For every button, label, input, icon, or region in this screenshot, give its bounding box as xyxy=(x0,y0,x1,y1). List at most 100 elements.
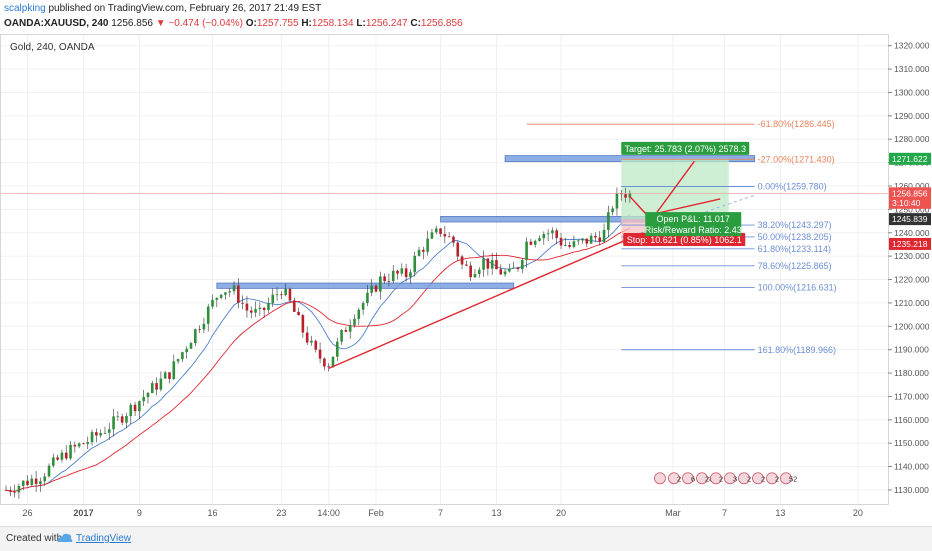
candle-body xyxy=(447,236,451,238)
candle-body xyxy=(60,452,64,460)
candle-body xyxy=(546,233,550,235)
last-price: 1256.856 xyxy=(111,18,153,29)
candle-body xyxy=(611,208,614,213)
fib-level-label: 0.00%(1259.780) xyxy=(758,182,827,192)
candle-body xyxy=(387,281,391,282)
candle-body xyxy=(232,285,236,292)
stop-label: Stop: 10.621 (0.85%) 1062.1 xyxy=(623,232,746,246)
candle-body xyxy=(172,361,176,379)
candle-body xyxy=(624,194,627,198)
candle-body xyxy=(439,228,442,235)
ma-slow-line xyxy=(5,227,631,492)
candle-body xyxy=(551,230,554,234)
economic-event-count: 2 xyxy=(747,474,751,483)
tradingview-cloud-icon xyxy=(57,533,73,542)
fib-level-label: -61.80%(1286.445) xyxy=(758,119,835,129)
close-value: 1256.856 xyxy=(420,18,463,29)
candle-body xyxy=(400,268,404,274)
candle-body xyxy=(194,329,197,344)
candle-body xyxy=(241,302,244,304)
y-tick-label: 1250.000 xyxy=(894,204,930,214)
x-tick-label: 7 xyxy=(722,508,727,518)
economic-event-count: 2 xyxy=(761,474,765,483)
candle-body xyxy=(542,233,546,239)
price-chart[interactable]: 1130.000 1140.000 1150.000 1160.000 1170.000… xyxy=(0,34,932,526)
candle-body xyxy=(116,416,120,418)
candle-body xyxy=(275,294,279,296)
candle-body xyxy=(581,238,584,241)
economic-event-count: 52 xyxy=(789,474,797,483)
target-label-bg xyxy=(621,141,750,155)
candle-body xyxy=(77,443,81,447)
price-axis-badge-text: 1256.856 xyxy=(892,188,928,198)
candle-body xyxy=(69,444,72,459)
candle-body xyxy=(465,264,468,266)
x-tick-label: 13 xyxy=(491,508,501,518)
candle-body xyxy=(310,340,313,343)
economic-event-marker xyxy=(696,472,708,485)
price-axis-badge-text: 1245.839 xyxy=(892,214,928,224)
candle-body xyxy=(297,311,300,316)
price-axis-badge xyxy=(889,237,931,250)
y-tick-label: 1320.000 xyxy=(894,41,930,51)
candle-body xyxy=(409,272,412,278)
candle-body xyxy=(163,372,167,379)
candle-body xyxy=(417,249,421,256)
candle-body xyxy=(490,260,494,269)
tradingview-link[interactable]: TradingView xyxy=(76,533,132,544)
y-tick-label: 1240.000 xyxy=(894,228,930,238)
pnl-text: Open P&L: 11.017 xyxy=(657,214,730,224)
price-axis-badge xyxy=(889,213,931,226)
candle-body xyxy=(224,292,227,295)
candle-body xyxy=(215,297,219,300)
candle-body xyxy=(168,372,171,379)
y-tick-label: 1180.000 xyxy=(894,368,929,378)
candle-body xyxy=(99,432,102,436)
quote-line: OANDA:XAUUSD, 240 1256.856 ▼ −0.474 (−0.… xyxy=(4,18,463,29)
x-tick-label: 20 xyxy=(556,508,566,518)
candle-body xyxy=(589,235,593,244)
y-tick-label: 1260.000 xyxy=(894,181,930,191)
footer-bar: Created with TradingView xyxy=(0,526,932,551)
candle-body xyxy=(331,356,335,368)
candle-body xyxy=(353,318,356,326)
candle-body xyxy=(142,397,145,402)
x-tick-label: 14:00 xyxy=(317,508,340,518)
candle-body xyxy=(628,193,632,198)
candle-body xyxy=(219,294,223,298)
high-value: 1258.134 xyxy=(311,18,354,29)
candle-body xyxy=(56,457,59,460)
candle-body xyxy=(267,302,270,310)
candle-body xyxy=(249,310,253,313)
candle-body xyxy=(396,270,399,274)
candle-body xyxy=(482,258,485,270)
candle-body xyxy=(361,303,365,310)
economic-event-count: 2 xyxy=(719,474,723,483)
candle-body xyxy=(452,236,455,243)
y-tick-label: 1280.000 xyxy=(894,134,930,144)
candle-body xyxy=(82,443,85,445)
price-axis-badge-text: 3:10:40 xyxy=(892,198,921,208)
y-tick-label: 1230.000 xyxy=(894,251,930,261)
candle-body xyxy=(254,309,257,313)
candle-body xyxy=(202,323,206,330)
fib-level-label: 78.60%(1225.865) xyxy=(758,261,832,271)
y-tick-label: 1130.000 xyxy=(894,485,929,495)
x-tick-label: Feb xyxy=(368,508,384,518)
y-tick-label: 1190.000 xyxy=(894,345,929,355)
candle-body xyxy=(525,241,528,261)
candle-body xyxy=(357,309,361,319)
economic-event-marker xyxy=(710,472,722,485)
candle-body xyxy=(559,237,563,246)
low-label: L: xyxy=(356,18,366,29)
open-value: 1257.755 xyxy=(256,18,299,29)
created-with-text: Created with xyxy=(6,533,63,544)
author-link[interactable]: scalpking xyxy=(4,3,46,14)
y-tick-label: 1290.000 xyxy=(894,111,930,121)
candle-body xyxy=(619,193,623,195)
economic-event-count: 3 xyxy=(733,474,737,483)
candle-body xyxy=(391,270,395,282)
candle-body xyxy=(13,491,16,493)
candle-body xyxy=(533,240,537,245)
